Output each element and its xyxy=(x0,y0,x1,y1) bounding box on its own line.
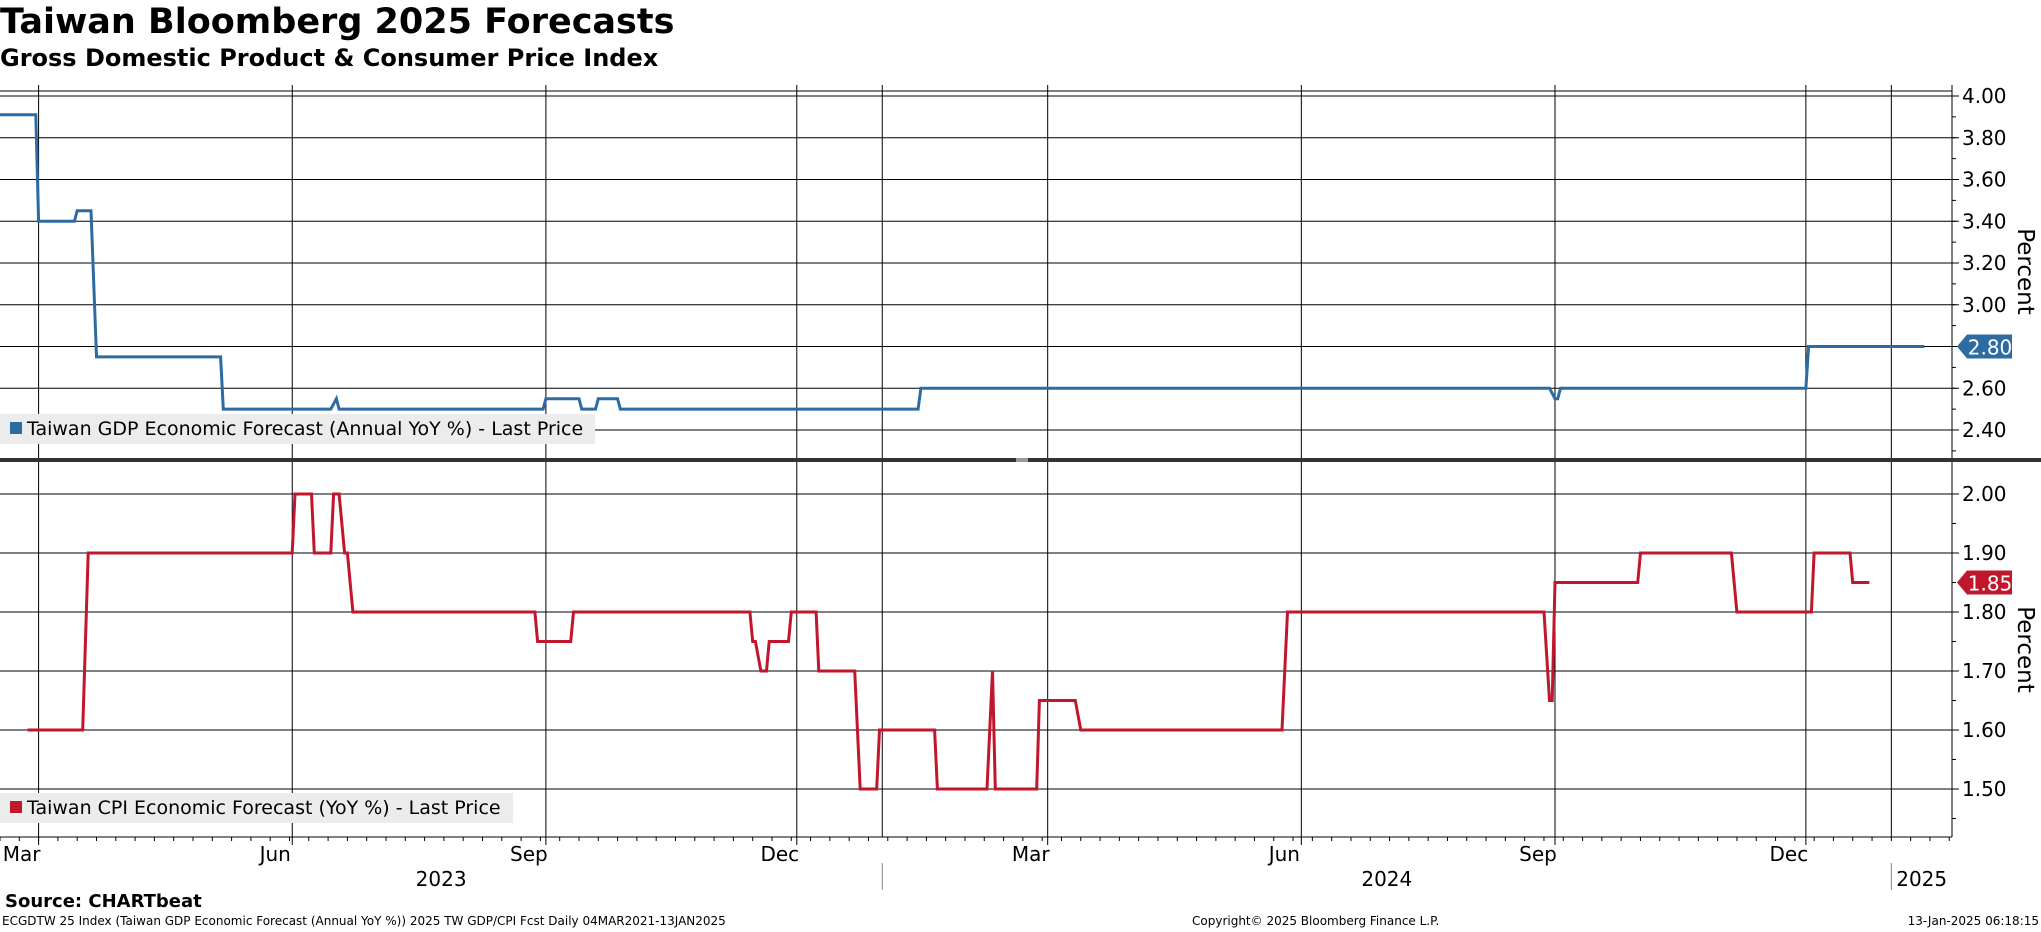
y-tick-label: 3.00 xyxy=(1962,293,2007,317)
legend-cpi-swatch xyxy=(10,801,22,813)
legend-gdp-swatch xyxy=(10,422,22,434)
gdp-last-value-tag xyxy=(1957,334,2012,359)
y-tick-label: 2.00 xyxy=(1962,482,2007,506)
gdp-series-line xyxy=(0,113,1925,411)
chart-subtitle: Gross Domestic Product & Consumer Price … xyxy=(0,44,659,72)
x-tick-label: Dec xyxy=(760,842,799,866)
gdp-last-value-label: 2.80 xyxy=(1968,336,2013,360)
x-year-label: 2024 xyxy=(1361,867,1412,891)
x-tick-label: Sep xyxy=(1519,842,1557,866)
x-year-label: 2023 xyxy=(416,867,467,891)
footer-timestamp: 13-Jan-2025 06:18:15 xyxy=(1907,914,2039,928)
y-tick-label: 1.60 xyxy=(1962,718,2007,742)
panel-divider-handle xyxy=(1016,458,1028,462)
cpi-series-line xyxy=(27,492,1870,791)
legend-gdp-label: Taiwan GDP Economic Forecast (Annual YoY… xyxy=(27,418,584,440)
y-tick-label: 1.70 xyxy=(1962,659,2007,683)
y-tick-label: 3.60 xyxy=(1962,168,2007,192)
x-tick-label: Mar xyxy=(3,842,42,866)
chart-title: Taiwan Bloomberg 2025 Forecasts xyxy=(0,2,675,42)
y-tick-label: 2.40 xyxy=(1962,418,2007,442)
y-axis-label: Percent xyxy=(2012,228,2038,315)
x-year-label: 2025 xyxy=(1896,867,1947,891)
legend-cpi-label: Taiwan CPI Economic Forecast (YoY %) - L… xyxy=(27,797,501,819)
x-tick-label: Sep xyxy=(510,842,548,866)
y-tick-label: 1.50 xyxy=(1962,777,2007,801)
y-axis-label: Percent xyxy=(2012,606,2038,693)
y-tick-label: 1.80 xyxy=(1962,600,2007,624)
x-tick-label: Jun xyxy=(1267,842,1300,866)
y-tick-label: 3.20 xyxy=(1962,251,2007,275)
legend-cpi: Taiwan CPI Economic Forecast (YoY %) - L… xyxy=(0,793,513,823)
y-tick-label: 3.80 xyxy=(1962,126,2007,150)
x-tick-label: Mar xyxy=(1012,842,1051,866)
y-tick-label: 3.40 xyxy=(1962,209,2007,233)
x-tick-label: Jun xyxy=(258,842,291,866)
y-tick-label: 2.60 xyxy=(1962,376,2007,400)
source-note: Source: CHARTbeat xyxy=(5,891,202,912)
footer-ticker-info: ECGDTW 25 Index (Taiwan GDP Economic For… xyxy=(2,914,726,928)
x-tick-label: Dec xyxy=(1770,842,1809,866)
cpi-last-value-label: 1.85 xyxy=(1968,572,2013,596)
y-tick-label: 4.00 xyxy=(1962,84,2007,108)
legend-gdp: Taiwan GDP Economic Forecast (Annual YoY… xyxy=(0,414,596,444)
footer-copyright: Copyright© 2025 Bloomberg Finance L.P. xyxy=(1192,914,1440,928)
y-tick-label: 1.90 xyxy=(1962,541,2007,565)
cpi-last-value-tag xyxy=(1957,570,2012,595)
